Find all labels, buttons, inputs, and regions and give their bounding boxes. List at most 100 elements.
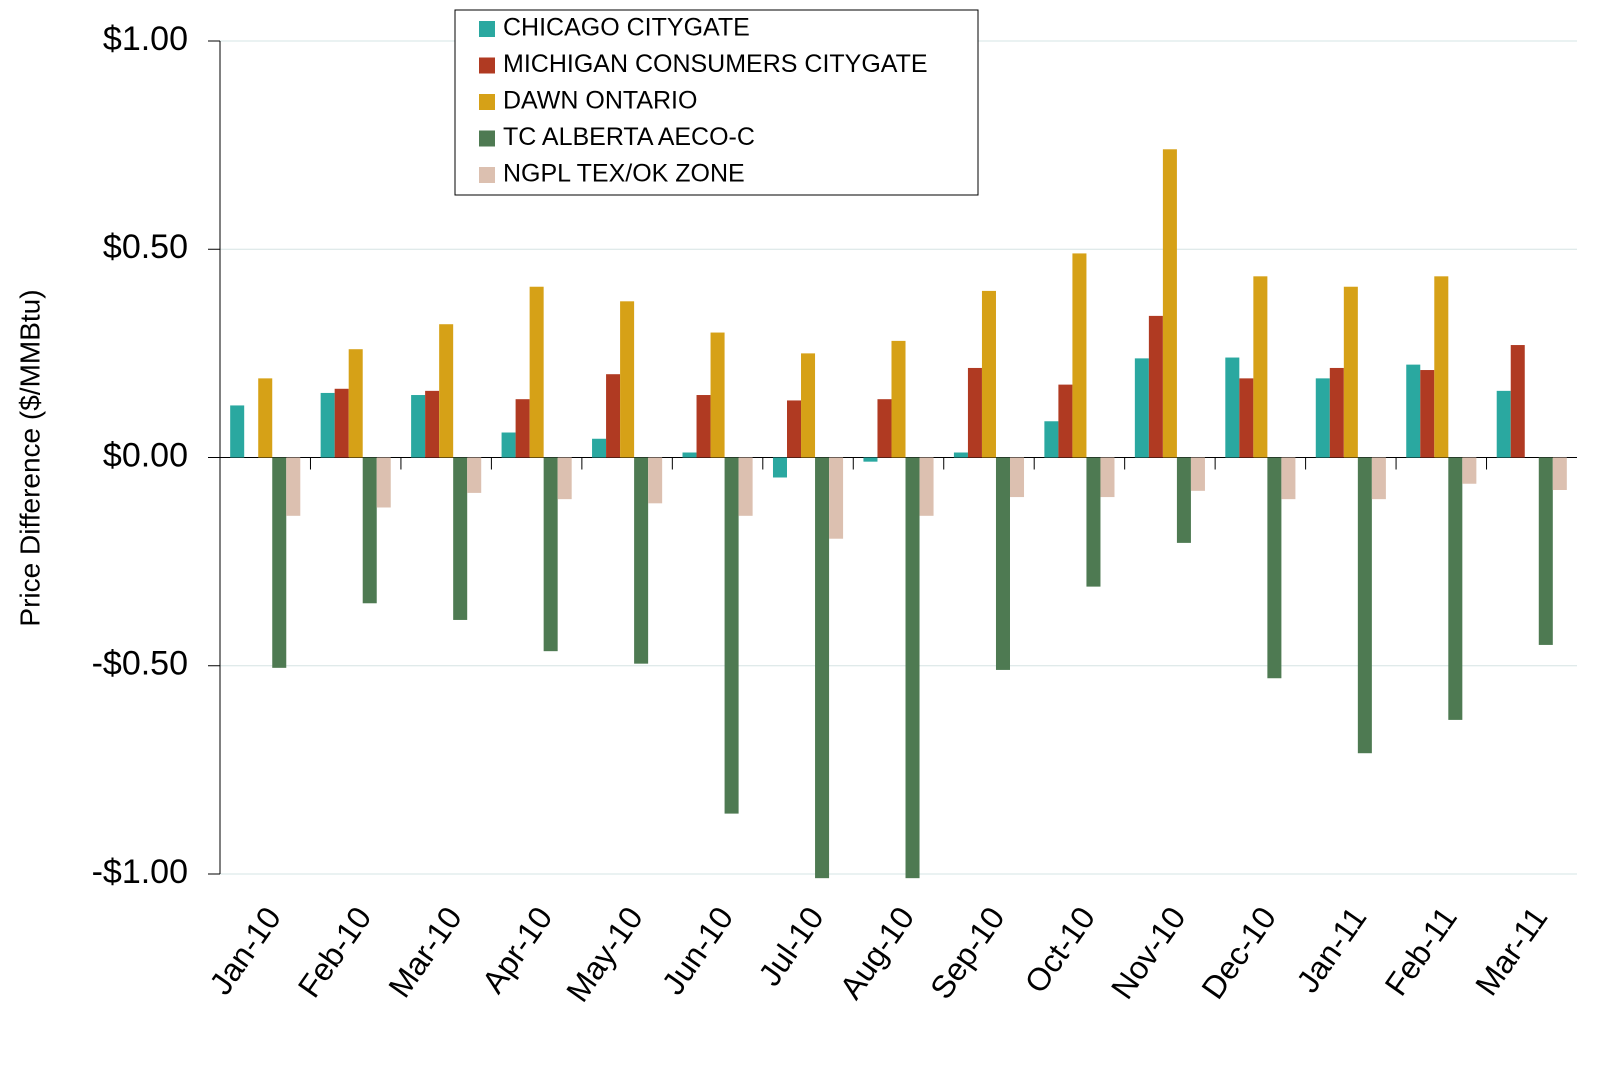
- bar: [362, 457, 377, 604]
- bar: [815, 457, 830, 879]
- bar: [696, 395, 711, 458]
- bar: [286, 457, 301, 516]
- bar: [682, 452, 697, 458]
- bar: [515, 399, 530, 458]
- legend-label: CHICAGO CITYGATE: [503, 14, 750, 42]
- bar: [829, 457, 844, 539]
- x-tick-label: Jan-11: [1289, 900, 1373, 999]
- bar: [1343, 286, 1358, 458]
- x-tick-label: Oct-10: [1018, 900, 1103, 999]
- legend-label: TC ALBERTA AECO-C: [503, 123, 755, 151]
- bar: [606, 374, 621, 458]
- bar: [710, 332, 725, 458]
- y-tick-label: $0.00: [103, 436, 188, 474]
- bar: [1010, 457, 1025, 498]
- legend-label: MICHIGAN CONSUMERS CITYGATE: [503, 50, 928, 78]
- bar: [1538, 457, 1553, 645]
- bar: [1434, 276, 1449, 458]
- bar: [1176, 457, 1191, 543]
- bar: [738, 457, 753, 516]
- bar: [1134, 358, 1149, 458]
- bar: [592, 438, 607, 458]
- bar: [953, 452, 968, 458]
- x-tick-label: Aug-10: [832, 900, 921, 1005]
- bar: [891, 340, 906, 458]
- x-tick-label: Jun-10: [655, 900, 741, 1001]
- bar: [905, 457, 920, 879]
- legend-swatch: [479, 21, 495, 37]
- bar: [1462, 457, 1477, 484]
- legend-swatch: [479, 94, 495, 110]
- bar: [648, 457, 663, 504]
- bar: [1510, 345, 1525, 458]
- legend-label: NGPL TEX/OK ZONE: [503, 160, 745, 188]
- bar: [1058, 384, 1073, 458]
- bar: [1329, 367, 1344, 458]
- bar: [1190, 457, 1205, 491]
- bar: [348, 349, 363, 458]
- x-tick-label: Sep-10: [923, 900, 1012, 1005]
- x-tick-label: May-10: [559, 900, 650, 1008]
- y-tick-label: $0.50: [103, 228, 188, 266]
- y-tick-label: $1.00: [103, 20, 188, 58]
- bar: [1315, 378, 1330, 458]
- bar: [501, 432, 516, 458]
- bar: [620, 301, 635, 458]
- bar: [439, 324, 454, 458]
- y-axis-label: Price Difference ($/MMBtu): [14, 289, 45, 626]
- legend: CHICAGO CITYGATE MICHIGAN CONSUMERS CITYG…: [454, 9, 979, 196]
- bar: [258, 378, 273, 458]
- bar: [543, 457, 558, 652]
- bar: [801, 353, 816, 458]
- bar: [786, 400, 802, 458]
- bar: [863, 457, 878, 462]
- bar: [877, 399, 892, 458]
- x-tick-label: Feb-10: [291, 900, 379, 1004]
- bar: [981, 290, 996, 458]
- legend-swatch: [479, 57, 495, 74]
- bar: [467, 457, 482, 493]
- x-tick-label: Feb-11: [1378, 900, 1464, 1002]
- bar: [1225, 357, 1240, 458]
- bar: [453, 457, 468, 620]
- bar: [1496, 390, 1511, 458]
- bar: [1072, 253, 1087, 458]
- x-tick-label: Dec-10: [1194, 900, 1283, 1005]
- bar: [1552, 457, 1567, 490]
- bar: [320, 392, 335, 458]
- x-tick-label: Nov-10: [1104, 900, 1193, 1005]
- bar: [1371, 457, 1386, 500]
- bar: [1420, 370, 1435, 458]
- bar: [967, 367, 982, 458]
- x-tick-label: Apr-10: [475, 900, 560, 999]
- bar: [334, 388, 349, 458]
- bar: [919, 457, 934, 516]
- x-tick-label: Mar-11: [1468, 900, 1554, 1002]
- bar: [1086, 457, 1101, 587]
- bar: [1239, 378, 1254, 458]
- bar: [634, 457, 649, 664]
- legend-swatch: [479, 167, 495, 183]
- legend-label: DAWN ONTARIO: [503, 87, 697, 115]
- legend-swatch: [479, 130, 495, 147]
- bar: [425, 390, 440, 458]
- bar: [529, 286, 544, 458]
- bar: [557, 457, 572, 500]
- bar: [230, 405, 245, 458]
- bar: [724, 457, 739, 814]
- bar: [1100, 457, 1115, 498]
- bar: [1357, 457, 1372, 754]
- bar: [1253, 276, 1268, 458]
- bar: [272, 457, 287, 668]
- legend-box: [454, 9, 979, 196]
- x-tick-label: Mar-10: [381, 900, 469, 1004]
- bar: [1267, 457, 1282, 679]
- bar: [772, 457, 787, 478]
- y-tick-label: -$1.00: [92, 853, 188, 891]
- bar: [376, 457, 391, 508]
- bar: [1148, 315, 1163, 458]
- bar: [1406, 364, 1421, 458]
- bar: [1044, 421, 1059, 458]
- bar: [995, 457, 1011, 670]
